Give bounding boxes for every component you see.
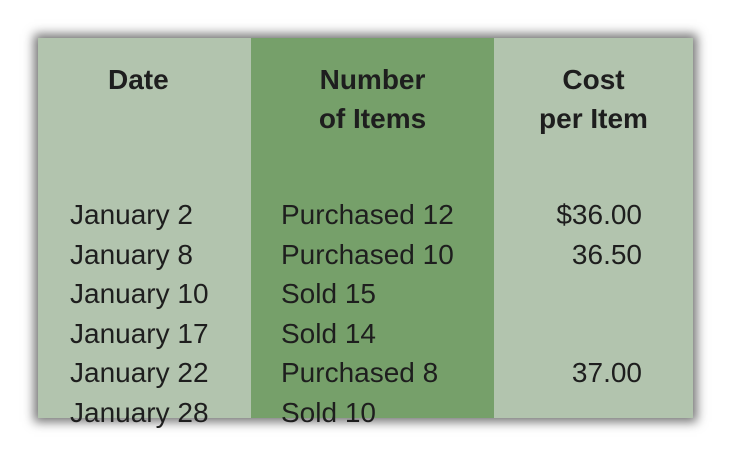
cost-per-item-header-line1: Cost <box>562 64 625 95</box>
number-of-items-header: Number of Items <box>251 60 494 138</box>
cost-cell <box>494 393 693 433</box>
cost-cell <box>494 274 693 314</box>
items-cell: Sold 10 <box>281 396 376 428</box>
date-header-label: Date <box>108 64 169 95</box>
cost-cell <box>494 314 693 354</box>
date-header: Date <box>108 60 251 99</box>
date-cell: January 22 <box>70 357 209 388</box>
items-cell: Purchased 8 <box>281 357 439 388</box>
inventory-table-frame: Date January 2 January 8 January 10 Janu… <box>38 38 693 428</box>
items-cells: Purchased 12 Purchased 10 Sold 15 Sold 1… <box>251 195 494 432</box>
cost-per-item-header: Cost per Item <box>494 60 693 138</box>
cost-per-item-column: Cost per Item $36.00 36.50 37.00 <box>494 38 693 418</box>
date-cells: January 2 January 8 January 10 January 1… <box>38 195 251 432</box>
items-cell: Sold 15 <box>281 278 376 309</box>
inventory-table: Date January 2 January 8 January 10 Janu… <box>38 38 693 428</box>
date-cell: January 17 <box>70 317 209 349</box>
number-of-items-header-line2: of Items <box>318 103 427 134</box>
number-of-items-column: Number of Items Purchased 12 Purchased 1… <box>251 38 494 428</box>
items-cell: Purchased 10 <box>281 238 454 270</box>
date-cell: January 8 <box>70 238 193 270</box>
number-of-items-header-line1: Number <box>319 64 426 95</box>
date-cell: January 2 <box>70 199 193 230</box>
cost-cell: 37.00 <box>571 357 642 388</box>
cost-per-item-header-line2: per Item <box>539 103 648 134</box>
cost-cell: $36.00 <box>556 199 642 230</box>
items-cell: Sold 14 <box>281 317 376 349</box>
cost-cell: 36.50 <box>571 238 642 270</box>
date-cell: January 10 <box>70 278 209 309</box>
cost-cells: $36.00 36.50 37.00 <box>494 195 693 432</box>
items-cell: Purchased 12 <box>281 199 454 230</box>
date-cell: January 28 <box>70 396 209 428</box>
date-column: Date January 2 January 8 January 10 Janu… <box>38 38 251 428</box>
